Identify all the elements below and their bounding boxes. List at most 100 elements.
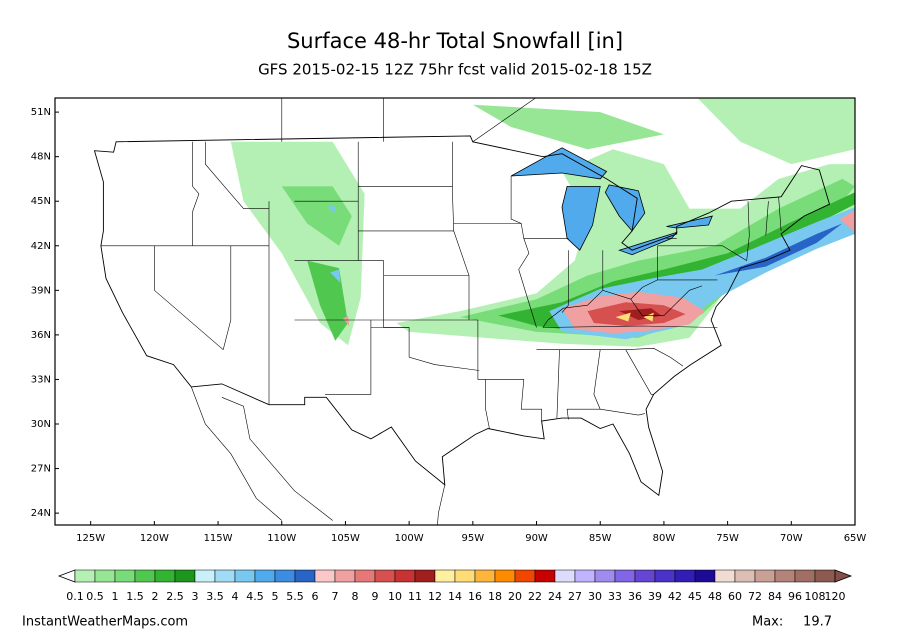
colorbar-label: 14 bbox=[448, 590, 462, 603]
title: Surface 48-hr Total Snowfall [in] bbox=[287, 29, 623, 53]
colorbar-label: 30 bbox=[588, 590, 602, 603]
lon-tick-label: 75W bbox=[716, 533, 739, 544]
colorbar-label: 2 bbox=[152, 590, 159, 603]
lat-tick-label: 42N bbox=[31, 241, 51, 252]
colorbar-box bbox=[374, 569, 396, 583]
colorbar-box bbox=[214, 569, 236, 583]
state-border bbox=[625, 349, 654, 395]
colorbar-label: 120 bbox=[825, 590, 846, 603]
state-border bbox=[452, 141, 454, 231]
colorbar-box bbox=[494, 569, 516, 583]
colorbar-label: 4.5 bbox=[246, 590, 264, 603]
colorbar-box bbox=[514, 569, 536, 583]
colorbar-label: 0.1 bbox=[66, 590, 84, 603]
us-outline bbox=[93, 135, 831, 497]
state-border bbox=[485, 379, 542, 421]
lake bbox=[510, 147, 608, 180]
colorbar-over bbox=[834, 569, 853, 583]
snowfall-area bbox=[327, 204, 336, 214]
colorbar-label: 8 bbox=[352, 590, 359, 603]
state-border bbox=[221, 397, 333, 521]
lat-tick-label: 24N bbox=[31, 508, 51, 519]
colorbar-box bbox=[694, 569, 716, 583]
colorbar-label: 11 bbox=[408, 590, 422, 603]
lat-tick-label: 27N bbox=[31, 464, 51, 475]
colorbar-label: 108 bbox=[805, 590, 826, 603]
snowfall-area bbox=[307, 260, 348, 341]
lon-tick-label: 120W bbox=[140, 533, 169, 544]
colorbar-box bbox=[714, 569, 736, 583]
max-label: Max: bbox=[752, 615, 783, 630]
map-background bbox=[55, 98, 855, 525]
state-border bbox=[561, 250, 569, 313]
state-border bbox=[542, 289, 631, 328]
colorbar-box bbox=[554, 569, 576, 583]
axes: 51N 48N 45N 42N 39N 36N 33N 30N 27N 24N 125W 120W 11… bbox=[31, 107, 867, 544]
lon-tick-label: 65W bbox=[844, 533, 867, 544]
colorbar-label: 5 bbox=[272, 590, 279, 603]
colorbar-label: 39 bbox=[648, 590, 662, 603]
colorbar-box bbox=[774, 569, 796, 583]
colorbar-label: 16 bbox=[468, 590, 482, 603]
colorbar-label: 6 bbox=[312, 590, 319, 603]
state-border bbox=[472, 98, 537, 143]
colorbar-box bbox=[154, 569, 176, 583]
colorbar-label: 22 bbox=[528, 590, 542, 603]
colorbar-label: 96 bbox=[788, 590, 802, 603]
colorbar-label: 7 bbox=[332, 590, 339, 603]
lon-tick-label: 80W bbox=[653, 533, 676, 544]
state-border bbox=[192, 141, 200, 246]
colorbar-box bbox=[474, 569, 496, 583]
snowfall-area bbox=[714, 223, 843, 276]
colorbar-box bbox=[94, 569, 116, 583]
snowfall-area bbox=[472, 104, 664, 150]
state-border bbox=[765, 201, 769, 236]
colorbar-box bbox=[394, 569, 416, 583]
max-value: 19.7 bbox=[803, 615, 832, 630]
colorbar-label: 84 bbox=[768, 590, 782, 603]
colorbar-box bbox=[594, 569, 616, 583]
snowfall-area bbox=[643, 312, 654, 322]
lon-tick-label: 115W bbox=[204, 533, 233, 544]
colorbar-box bbox=[794, 569, 816, 583]
lake bbox=[666, 215, 713, 229]
colorbar-box bbox=[274, 569, 296, 583]
snowfall-area bbox=[615, 312, 631, 322]
colorbar-box bbox=[254, 569, 276, 583]
colorbar-label: 24 bbox=[548, 590, 562, 603]
colorbar-box bbox=[194, 569, 216, 583]
snowfall-area bbox=[330, 269, 341, 283]
lon-tick-label: 100W bbox=[395, 533, 424, 544]
lat-tick-label: 33N bbox=[31, 374, 51, 385]
colorbar-box bbox=[754, 569, 776, 583]
colorbar-label: 5.5 bbox=[286, 590, 304, 603]
colorbar-box bbox=[634, 569, 656, 583]
state-border bbox=[600, 408, 645, 416]
colorbar-label: 4 bbox=[232, 590, 239, 603]
lat-tick-label: 51N bbox=[31, 107, 51, 118]
colorbar-box bbox=[734, 569, 756, 583]
colorbar-label: 10 bbox=[388, 590, 402, 603]
colorbar-label: 1 bbox=[112, 590, 119, 603]
state-border bbox=[542, 325, 718, 328]
source: InstantWeatherMaps.com bbox=[22, 615, 188, 630]
colorbar-box bbox=[454, 569, 476, 583]
colorbar-label: 3 bbox=[192, 590, 199, 603]
lon-tick-label: 95W bbox=[462, 533, 485, 544]
colorbar-label: 2.5 bbox=[166, 590, 184, 603]
colorbar-label: 60 bbox=[728, 590, 742, 603]
state-border bbox=[154, 245, 224, 350]
colorbar-label: 1.5 bbox=[126, 590, 144, 603]
lon-tick-label: 110W bbox=[267, 533, 296, 544]
colorbar-label: 9 bbox=[372, 590, 379, 603]
colorbar-box bbox=[434, 569, 456, 583]
colorbar-box bbox=[574, 569, 596, 583]
colorbar-box bbox=[354, 569, 376, 583]
state-border bbox=[205, 141, 269, 209]
colorbar-label: 33 bbox=[608, 590, 622, 603]
snowfall-area bbox=[342, 315, 350, 326]
colorbar-label: 42 bbox=[668, 590, 682, 603]
colorbar-box bbox=[294, 569, 316, 583]
lat-tick-label: 39N bbox=[31, 285, 51, 296]
